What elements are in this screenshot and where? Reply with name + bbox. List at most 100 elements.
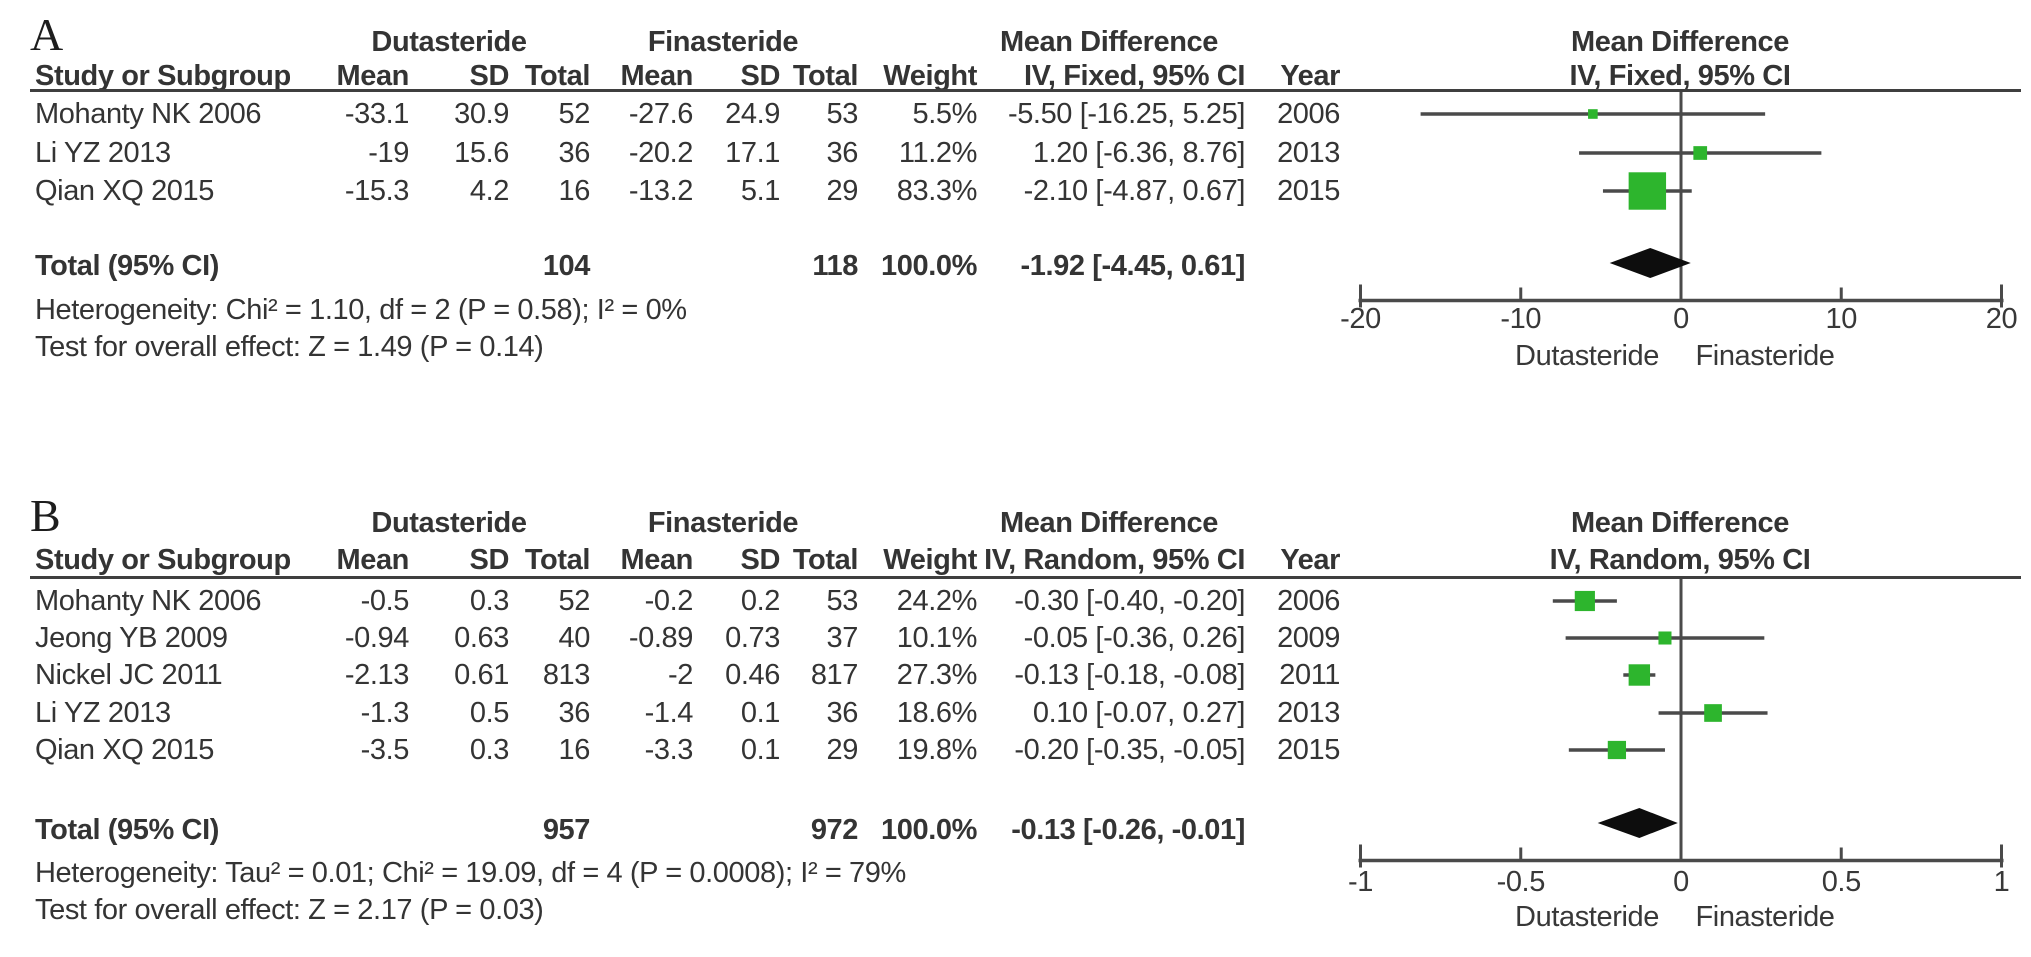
study-name: Nickel JC 2011 (35, 659, 223, 691)
col-header-mean2: Mean (620, 544, 693, 576)
effect-square (1607, 740, 1627, 760)
col-header-weight: Weight (883, 544, 977, 576)
total1-value: 36 (558, 137, 591, 169)
forest-plot-a: -20 -10 0 10 20 Dutasteride Finasteride (1340, 92, 2018, 372)
total-ci-text: -0.13 [-0.26, -0.01] (1011, 814, 1245, 846)
col-header-total2: Total (792, 544, 859, 576)
effect-square (1628, 664, 1651, 686)
mean1-value: -0.94 (344, 622, 410, 654)
sd1-value: 0.3 (469, 734, 510, 766)
total-n2: 118 (812, 250, 858, 282)
col-header-method: IV, Random, 95% CI (984, 544, 1245, 576)
sd2-value: 0.1 (740, 697, 781, 729)
mean1-value: -19 (368, 137, 409, 169)
sd1-value: 4.2 (469, 175, 510, 207)
col-header-mean1: Mean (336, 60, 409, 92)
group2-header: Finasteride (647, 507, 799, 539)
total1-value: 813 (542, 659, 591, 691)
mean2-value: -0.89 (628, 622, 694, 654)
total-label: Total (95% CI) (35, 814, 219, 846)
year-value: 2006 (1277, 585, 1340, 617)
overall-effect-note: Test for overall effect: Z = 2.17 (P = 0… (35, 894, 544, 926)
total2-value: 36 (826, 137, 859, 169)
total-label: Total (95% CI) (35, 250, 219, 282)
year-value: 2015 (1277, 175, 1340, 207)
weight-value: 83.3% (896, 175, 978, 207)
weight-value: 19.8% (896, 734, 978, 766)
mean1-value: -0.5 (360, 585, 410, 617)
panel-label: A (30, 9, 64, 60)
total2-value: 817 (810, 659, 859, 691)
ci-text: -5.50 [-16.25, 5.25] (1007, 98, 1245, 130)
col-header-year: Year (1280, 544, 1340, 576)
effect-header-table: Mean Difference (999, 26, 1219, 58)
col-header-total2: Total (792, 60, 859, 92)
col-header-study: Study or Subgroup (35, 544, 291, 576)
year-value: 2009 (1277, 622, 1340, 654)
col-header-sd1: SD (469, 544, 510, 576)
mean2-value: -13.2 (628, 175, 694, 207)
effect-square (1704, 704, 1722, 722)
sd1-value: 0.5 (469, 697, 510, 729)
axis-tick-label: -20 (1340, 303, 1381, 335)
sd1-value: 30.9 (454, 98, 509, 130)
ci-text: 1.20 [-6.36, 8.76] (1032, 137, 1245, 169)
effect-square (1588, 109, 1598, 119)
col-header-sd1: SD (469, 60, 510, 92)
axis-tick-label: 0 (1673, 866, 1689, 898)
col-header-study: Study or Subgroup (35, 60, 291, 92)
mean2-value: -3.3 (644, 734, 694, 766)
favours-right-label: Finasteride (1695, 340, 1834, 372)
axis-tick-label: -0.5 (1497, 866, 1545, 898)
total1-value: 16 (558, 175, 591, 207)
heterogeneity-note: Heterogeneity: Tau² = 0.01; Chi² = 19.09… (35, 857, 906, 889)
mean2-value: -27.6 (628, 98, 694, 130)
forest-plot-b: -1 -0.5 0 0.5 1 Dutasteride Finasteride (1348, 579, 2010, 933)
axis-tick-label: 20 (1986, 303, 2017, 335)
mean1-value: -2.13 (344, 659, 410, 691)
axis-tick-label: -10 (1500, 303, 1541, 335)
sd2-value: 5.1 (740, 175, 781, 207)
year-value: 2011 (1279, 659, 1340, 691)
weight-value: 27.3% (896, 659, 978, 691)
study-name: Li YZ 2013 (35, 137, 171, 169)
total-weight: 100.0% (881, 814, 977, 846)
axis-tick-label: 0 (1673, 303, 1689, 335)
overall-effect-note: Test for overall effect: Z = 1.49 (P = 0… (35, 331, 544, 363)
year-value: 2013 (1277, 697, 1340, 729)
sd1-value: 0.63 (454, 622, 509, 654)
total-weight: 100.0% (881, 250, 977, 282)
axis-tick-label: -1 (1348, 866, 1373, 898)
effect-square (1658, 631, 1672, 645)
total2-value: 29 (826, 734, 859, 766)
group1-header: Dutasteride (371, 26, 527, 58)
col-header-sd2: SD (740, 60, 781, 92)
total1-value: 52 (558, 585, 591, 617)
sd2-value: 0.73 (725, 622, 780, 654)
sd2-value: 24.9 (725, 98, 780, 130)
weight-value: 24.2% (896, 585, 978, 617)
mean1-value: -33.1 (344, 98, 410, 130)
col-header-year: Year (1280, 60, 1340, 92)
total1-value: 40 (558, 622, 591, 654)
header-rule (30, 89, 2021, 92)
effect-square (1574, 590, 1595, 612)
total2-value: 37 (826, 622, 859, 654)
group2-header: Finasteride (647, 26, 799, 58)
sd2-value: 0.1 (740, 734, 781, 766)
axis-tick-label: 1 (1994, 866, 2010, 898)
weight-value: 5.5% (912, 98, 978, 130)
mean2-value: -0.2 (644, 585, 694, 617)
total1-value: 36 (558, 697, 591, 729)
year-value: 2015 (1277, 734, 1340, 766)
total-n1: 104 (542, 250, 591, 282)
effect-header-table: Mean Difference (999, 507, 1219, 539)
ci-text: -0.30 [-0.40, -0.20] (1014, 585, 1245, 617)
sd2-value: 17.1 (725, 137, 780, 169)
total2-value: 53 (826, 585, 859, 617)
mean2-value: -1.4 (644, 697, 694, 729)
sd1-value: 0.3 (469, 585, 510, 617)
ci-text: 0.10 [-0.07, 0.27] (1032, 697, 1245, 729)
effect-header-plot: Mean Difference (1570, 26, 1790, 58)
